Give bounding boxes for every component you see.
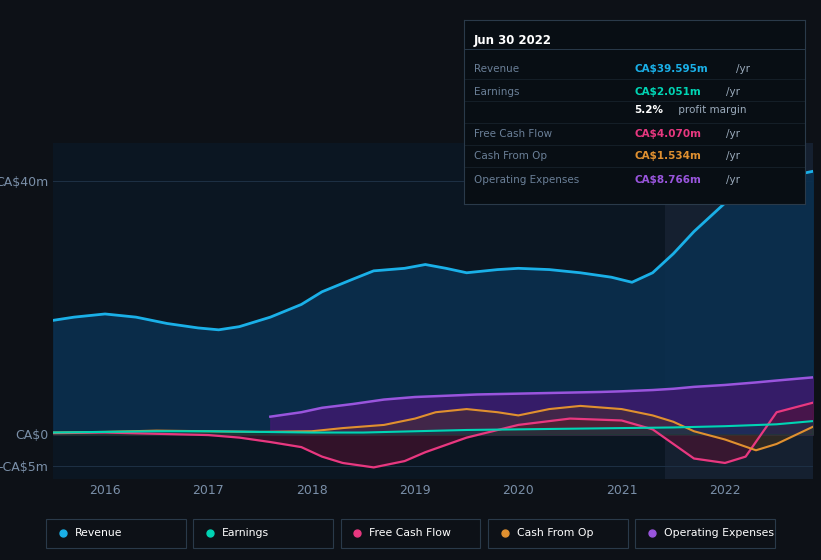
Text: Operating Expenses: Operating Expenses (664, 529, 774, 538)
Text: CA$4.070m: CA$4.070m (635, 129, 701, 139)
Text: Revenue: Revenue (474, 64, 519, 74)
Text: 5.2%: 5.2% (635, 105, 663, 115)
Text: profit margin: profit margin (675, 105, 746, 115)
FancyBboxPatch shape (194, 519, 333, 548)
Text: Operating Expenses: Operating Expenses (474, 175, 580, 185)
Text: CA$39.595m: CA$39.595m (635, 64, 708, 74)
Text: /yr: /yr (727, 175, 741, 185)
Text: /yr: /yr (727, 129, 741, 139)
Text: Free Cash Flow: Free Cash Flow (474, 129, 553, 139)
Text: /yr: /yr (727, 151, 741, 161)
Text: CA$2.051m: CA$2.051m (635, 87, 701, 97)
FancyBboxPatch shape (488, 519, 628, 548)
Text: Jun 30 2022: Jun 30 2022 (474, 34, 552, 48)
Text: /yr: /yr (736, 64, 750, 74)
Text: Revenue: Revenue (75, 529, 122, 538)
Text: Cash From Op: Cash From Op (474, 151, 547, 161)
Text: Free Cash Flow: Free Cash Flow (369, 529, 452, 538)
Bar (665, 143, 813, 479)
FancyBboxPatch shape (46, 519, 186, 548)
Text: CA$8.766m: CA$8.766m (635, 175, 701, 185)
FancyBboxPatch shape (341, 519, 480, 548)
Text: /yr: /yr (727, 87, 741, 97)
Text: Earnings: Earnings (222, 529, 269, 538)
FancyBboxPatch shape (635, 519, 775, 548)
Text: Earnings: Earnings (474, 87, 520, 97)
Text: CA$1.534m: CA$1.534m (635, 151, 701, 161)
Text: Cash From Op: Cash From Op (516, 529, 593, 538)
